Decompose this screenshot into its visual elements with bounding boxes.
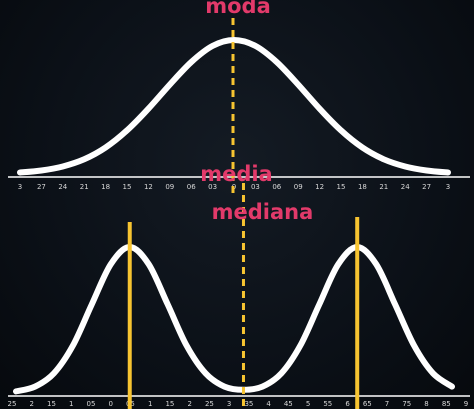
bottom-tick-label: 7 xyxy=(385,400,389,408)
top-tick-label: 06 xyxy=(272,183,281,191)
top-tick-label: 27 xyxy=(422,183,431,191)
top-tick-label: 18 xyxy=(101,183,110,191)
bottom-chart: 252151050051152253354455556657758859 med… xyxy=(8,162,470,409)
bottom-tick-label: 85 xyxy=(442,400,451,408)
bottom-tick-label: 35 xyxy=(244,400,253,408)
annotation-mediana: mediana xyxy=(212,200,314,224)
top-tick-label: 24 xyxy=(401,183,410,191)
top-normal-curve xyxy=(17,37,451,176)
top-tick-label: 09 xyxy=(294,183,303,191)
bottom-tick-label: 1 xyxy=(148,400,152,408)
bottom-tick-label: 6 xyxy=(345,400,350,408)
bottom-tick-label: 05 xyxy=(87,400,96,408)
top-tick-label: 03 xyxy=(208,183,217,191)
top-tick-label: 09 xyxy=(165,183,174,191)
top-tick-label: 15 xyxy=(337,183,346,191)
bottom-tick-label: 15 xyxy=(47,400,56,408)
top-tick-label: 27 xyxy=(37,183,46,191)
top-tick-label: 3 xyxy=(446,183,450,191)
bottom-tick-label: 9 xyxy=(464,400,468,408)
bottom-tick-label: 45 xyxy=(284,400,293,408)
bottom-tick-label: 2 xyxy=(187,400,191,408)
bottom-tick-label: 25 xyxy=(8,400,17,408)
annotation-media: media xyxy=(200,162,273,186)
bottom-tick-label: 1 xyxy=(69,400,73,408)
top-tick-label: 12 xyxy=(315,183,324,191)
bottom-tick-label: 0 xyxy=(108,400,112,408)
bottom-tick-label: 3 xyxy=(227,400,231,408)
bottom-tick-label: 5 xyxy=(306,400,310,408)
bottom-bimodal-curve xyxy=(13,244,455,395)
bottom-tick-label: 25 xyxy=(205,400,214,408)
top-tick-label: 15 xyxy=(123,183,132,191)
bottom-tick-label: 15 xyxy=(165,400,174,408)
bottom-tick-label: 75 xyxy=(402,400,411,408)
bottom-tick-label: 55 xyxy=(323,400,332,408)
top-tick-label: 18 xyxy=(358,183,367,191)
bottom-tick-label: 8 xyxy=(424,400,428,408)
top-tick-label: 21 xyxy=(80,183,89,191)
top-tick-label: 21 xyxy=(379,183,388,191)
top-tick-label: 03 xyxy=(251,183,260,191)
bottom-tick-label: 4 xyxy=(266,400,271,408)
bottom-tick-label: 65 xyxy=(363,400,372,408)
top-chart: 327242118151209060300306091215182124273 … xyxy=(8,0,470,195)
annotation-moda: moda xyxy=(205,0,271,18)
bottom-tick-label: 2 xyxy=(29,400,33,408)
top-tick-label: 06 xyxy=(187,183,196,191)
bottom-tick-labels: 252151050051152253354455556657758859 xyxy=(8,400,469,408)
top-tick-label: 24 xyxy=(58,183,67,191)
top-tick-label: 12 xyxy=(144,183,153,191)
top-tick-label: 3 xyxy=(18,183,22,191)
